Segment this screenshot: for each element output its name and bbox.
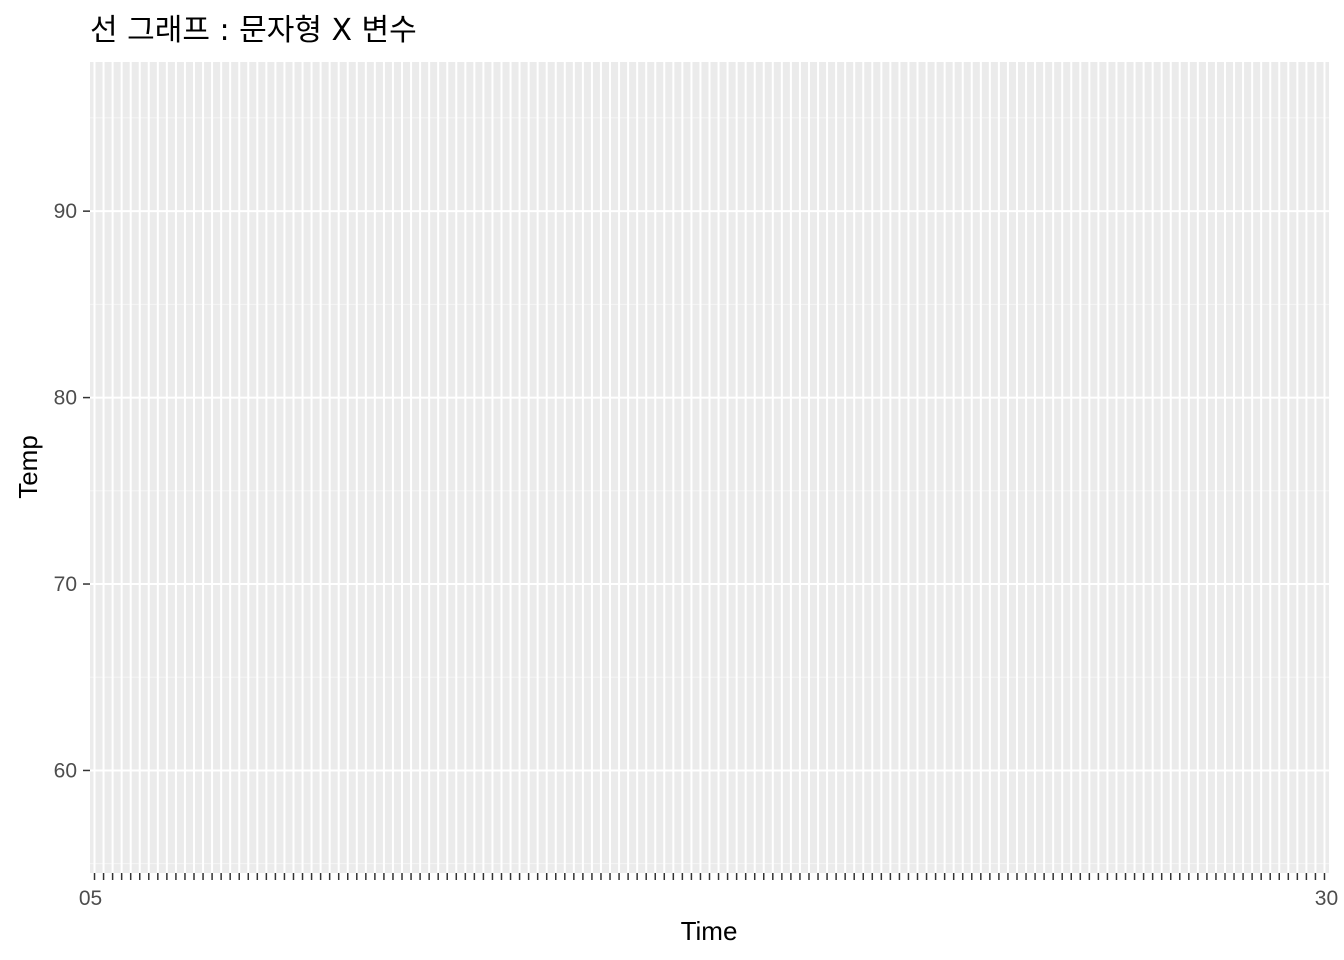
y-tick-label: 60 xyxy=(54,759,77,782)
x-tick-label-last: 30 xyxy=(1315,887,1338,910)
y-tick-label: 70 xyxy=(54,573,77,596)
x-tick-label-first: 05 xyxy=(79,887,102,910)
y-tick-label: 80 xyxy=(54,387,77,410)
y-axis: 60 70 80 90 xyxy=(54,200,90,782)
chart-title: 선 그래프 : 문자형 X 변수 xyxy=(90,13,417,48)
major-gridlines-x xyxy=(93,62,1326,873)
x-axis: 05 30 xyxy=(79,873,1338,910)
y-axis-title: Temp xyxy=(13,435,43,499)
x-axis-title: Time xyxy=(681,916,738,946)
plot-panel xyxy=(90,62,1329,873)
y-tick-label: 90 xyxy=(54,200,77,223)
